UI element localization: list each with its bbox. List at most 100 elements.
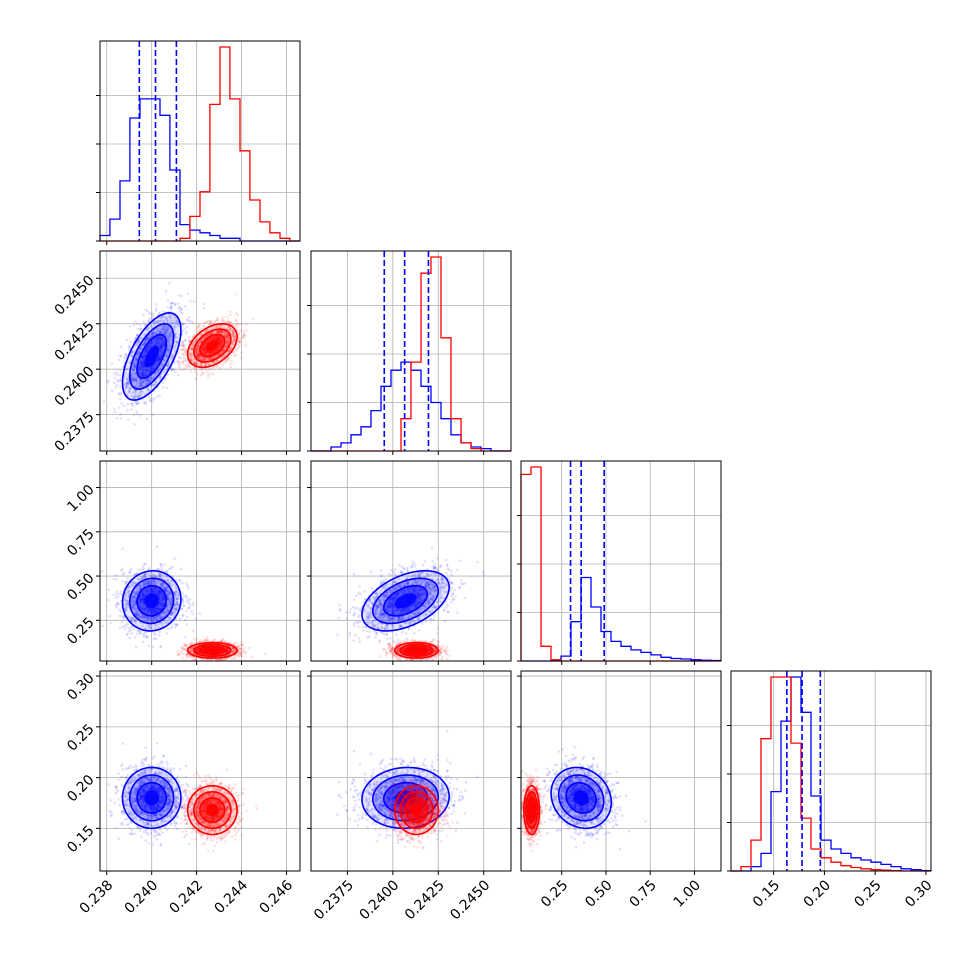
sample-point bbox=[151, 312, 155, 315]
sample-point bbox=[126, 377, 130, 380]
sample-point bbox=[160, 567, 164, 571]
sample-point bbox=[138, 632, 142, 635]
sample-point bbox=[140, 336, 143, 340]
sample-point bbox=[158, 357, 162, 361]
sample-point bbox=[144, 402, 147, 406]
sample-point bbox=[162, 370, 166, 374]
sample-point bbox=[175, 340, 178, 344]
sample-point bbox=[125, 623, 128, 627]
sample-point bbox=[172, 367, 176, 370]
sample-point bbox=[169, 302, 173, 305]
sample-point bbox=[136, 351, 140, 354]
sample-point bbox=[167, 340, 170, 344]
sample-point bbox=[174, 343, 178, 347]
sample-point bbox=[181, 352, 184, 356]
sample-point bbox=[142, 360, 145, 363]
sample-point bbox=[117, 358, 121, 361]
sample-point bbox=[159, 336, 163, 339]
sample-point bbox=[169, 338, 172, 341]
sample-point bbox=[216, 337, 219, 340]
sample-point bbox=[160, 338, 163, 341]
sample-point bbox=[145, 379, 148, 383]
sample-point bbox=[134, 393, 137, 397]
sample-point bbox=[143, 375, 146, 378]
sample-point bbox=[227, 349, 230, 353]
sample-point bbox=[204, 330, 208, 333]
sample-point bbox=[179, 368, 182, 371]
sample-point bbox=[127, 345, 131, 348]
sample-point bbox=[136, 339, 140, 343]
sample-point bbox=[210, 350, 213, 354]
sample-point bbox=[184, 594, 188, 597]
sample-point bbox=[133, 378, 137, 381]
sample-point bbox=[162, 329, 166, 332]
sample-point bbox=[175, 319, 178, 322]
sample-point bbox=[142, 343, 146, 347]
sample-point bbox=[189, 355, 193, 359]
sample-point bbox=[196, 343, 200, 346]
sample-point bbox=[158, 367, 162, 371]
sample-point bbox=[141, 363, 145, 366]
sample-point bbox=[158, 347, 162, 350]
sample-point bbox=[196, 343, 200, 346]
sample-point bbox=[164, 329, 167, 333]
sample-point bbox=[207, 357, 210, 361]
sample-point bbox=[183, 357, 186, 361]
sample-point bbox=[138, 365, 142, 369]
sample-point bbox=[185, 318, 189, 321]
sample-point bbox=[129, 341, 132, 344]
sample-point bbox=[139, 378, 142, 382]
sample-point bbox=[163, 324, 167, 327]
sample-point bbox=[136, 339, 140, 343]
sample-point bbox=[165, 355, 168, 358]
sample-point bbox=[177, 362, 181, 366]
sample-point bbox=[108, 614, 112, 618]
sample-point bbox=[203, 341, 207, 345]
sample-point bbox=[159, 345, 163, 348]
sample-point bbox=[142, 379, 145, 383]
sample-point bbox=[126, 576, 129, 580]
sample-point bbox=[219, 342, 223, 346]
sample-point bbox=[181, 598, 185, 602]
sample-point bbox=[138, 393, 141, 397]
sample-point bbox=[159, 376, 162, 379]
sample-point bbox=[134, 378, 138, 382]
sample-point bbox=[141, 380, 144, 384]
sample-point bbox=[190, 609, 193, 613]
sample-point bbox=[174, 325, 177, 328]
sample-point bbox=[206, 373, 210, 376]
sample-point bbox=[180, 307, 183, 311]
sample-point bbox=[161, 327, 164, 331]
sample-point bbox=[147, 379, 150, 383]
sample-point bbox=[161, 343, 164, 347]
sample-point bbox=[133, 364, 137, 368]
sample-point bbox=[204, 363, 207, 366]
sample-point bbox=[229, 313, 232, 317]
sample-point bbox=[150, 335, 153, 339]
sample-point bbox=[159, 355, 163, 359]
sample-point bbox=[170, 353, 174, 357]
sample-point bbox=[213, 361, 217, 364]
sample-point bbox=[218, 366, 222, 370]
sample-point bbox=[136, 327, 140, 331]
sample-point bbox=[159, 354, 162, 358]
sample-point bbox=[227, 320, 230, 324]
sample-point bbox=[157, 336, 161, 340]
sample-point bbox=[228, 349, 231, 352]
sample-point bbox=[145, 381, 149, 385]
sample-point bbox=[216, 335, 219, 339]
sample-point bbox=[201, 348, 205, 352]
sample-point bbox=[170, 356, 173, 360]
sample-point bbox=[139, 328, 143, 331]
sample-point bbox=[141, 363, 145, 366]
sample-point bbox=[165, 386, 169, 390]
sample-point bbox=[173, 557, 177, 560]
sample-point bbox=[159, 349, 162, 353]
sample-point bbox=[172, 348, 176, 351]
sample-point bbox=[151, 367, 154, 371]
sample-point bbox=[208, 352, 212, 356]
sample-point bbox=[151, 341, 154, 345]
sample-point bbox=[161, 344, 164, 348]
sample-point bbox=[141, 358, 144, 362]
sample-point bbox=[231, 331, 235, 335]
